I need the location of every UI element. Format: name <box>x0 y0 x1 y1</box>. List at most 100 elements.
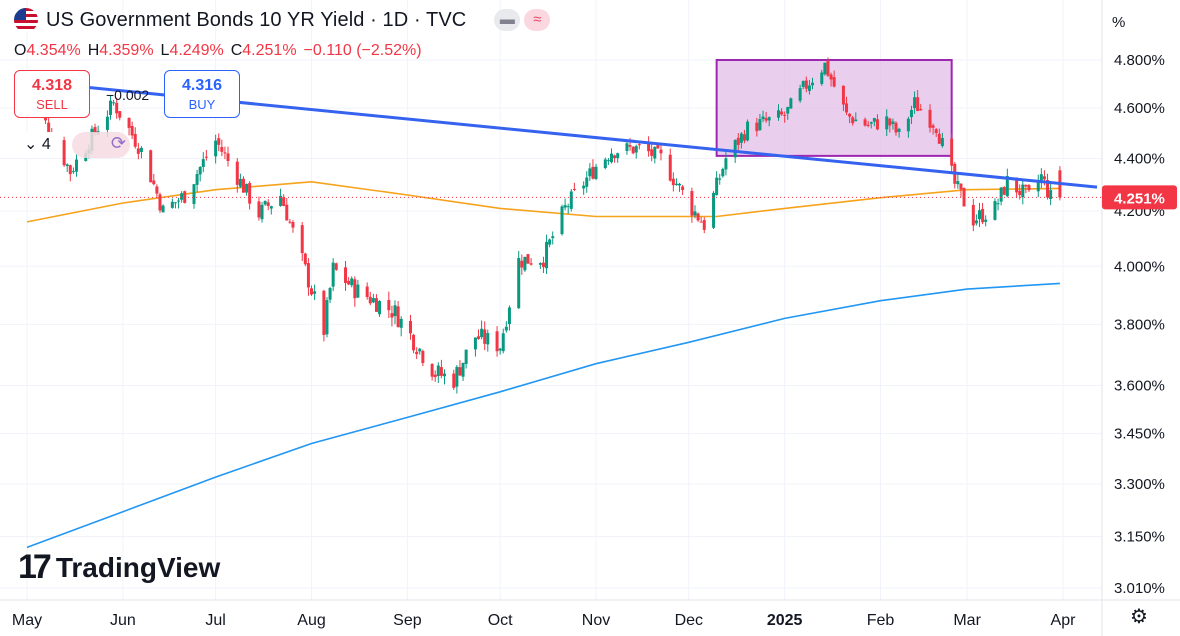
settings-icon[interactable]: ⚙ <box>1130 606 1148 628</box>
candle-body <box>331 262 335 287</box>
candle-body <box>353 279 357 299</box>
candle-body <box>761 116 765 120</box>
candle-body <box>909 110 913 118</box>
candle-body <box>758 119 762 130</box>
candle-body <box>62 140 66 166</box>
candle-body <box>829 74 833 80</box>
moving-average-line[interactable] <box>26 282 1060 549</box>
candle-body <box>393 305 397 317</box>
candle-body <box>585 177 589 187</box>
candle-body <box>588 168 592 177</box>
time-tick-label: Dec <box>675 612 703 629</box>
open-value: 4.354% <box>26 42 81 59</box>
brand-name: TradingView <box>55 551 221 583</box>
candle-body <box>118 111 122 118</box>
candle-body <box>934 129 938 134</box>
last-price-label: 4.251% <box>1114 190 1165 207</box>
candle-body <box>937 133 941 144</box>
candle-body <box>625 143 629 151</box>
sell-button[interactable]: 4.318 SELL <box>14 70 90 118</box>
minimize-icon[interactable]: ▬ <box>494 9 521 31</box>
candle-body <box>412 334 416 351</box>
candle-body <box>851 117 855 124</box>
low-label: L <box>160 42 170 59</box>
candle-body <box>334 263 338 270</box>
candle-body <box>572 188 576 190</box>
candle-body <box>634 146 638 153</box>
candle-body <box>291 222 295 228</box>
candle-body <box>436 365 440 377</box>
candle-body <box>566 206 570 208</box>
candle-body <box>1042 176 1046 180</box>
candle-body <box>112 102 116 104</box>
candle-body <box>764 118 768 121</box>
candle-body <box>971 204 975 226</box>
candle-body <box>421 350 425 364</box>
candle-body <box>44 116 48 121</box>
candle-body <box>198 166 202 175</box>
candle-body <box>919 108 923 111</box>
symbol-title[interactable]: US Government Bonds 10 YR Yield · 1D · T… <box>46 8 467 31</box>
candle-body <box>473 337 477 350</box>
candle-body <box>811 82 815 86</box>
candle-body <box>671 178 675 186</box>
tradingview-logo[interactable]: 17 TradingView <box>18 548 220 587</box>
candle-body <box>127 117 131 128</box>
moving-average-line[interactable] <box>26 180 1060 223</box>
candle-body <box>115 102 119 114</box>
candle-body <box>767 117 771 121</box>
candle-body <box>526 254 530 264</box>
quantity-select[interactable]: ⌄ 4 <box>14 132 62 158</box>
candle-body <box>560 206 564 235</box>
time-axis[interactable]: May Jun Jul Aug Sep Oct Nov Dec 2025 Feb Mar Apr <box>0 599 1180 629</box>
candle-body <box>155 186 159 194</box>
candle-body <box>950 138 954 166</box>
candle-body <box>894 122 898 133</box>
candle-body <box>981 208 985 223</box>
candle-body <box>647 143 651 152</box>
price-tick-label: 3.010% <box>1114 580 1165 597</box>
candle-body <box>288 221 292 223</box>
candle-body <box>322 290 326 335</box>
candle-body <box>653 146 657 159</box>
candle-body <box>545 241 549 269</box>
candle-body <box>368 296 372 304</box>
change-value: −0.110 (−2.52%) <box>303 42 422 59</box>
candle-body <box>452 373 456 388</box>
candle-body <box>226 153 230 161</box>
compare-icon[interactable]: ≈ <box>524 9 551 31</box>
price-axis[interactable]: 4.800%4.600%4.400%4.200%4.000%3.800%3.60… <box>1101 0 1177 636</box>
candle-body <box>978 210 982 220</box>
candle-body <box>461 362 465 377</box>
candle-body <box>523 256 527 271</box>
candle-body <box>220 147 224 152</box>
candle-body <box>656 144 660 149</box>
candle-body <box>133 133 137 147</box>
candle-body <box>442 373 446 377</box>
indicator-toggle[interactable]: ▬ ≈ <box>494 9 551 31</box>
sell-price: 4.318 <box>31 77 73 94</box>
buy-button[interactable]: 4.316 BUY <box>164 70 240 118</box>
candle-body <box>177 200 181 202</box>
candle-body <box>1046 179 1050 198</box>
chevron-down-icon[interactable]: ⌄ <box>24 136 38 153</box>
candle-body <box>538 263 542 265</box>
candle-body <box>313 291 317 294</box>
candle-body <box>928 109 932 128</box>
candle-body <box>483 329 487 344</box>
candle-body <box>300 225 304 254</box>
candle-body <box>885 116 889 130</box>
tradingview-logo-icon: 17 <box>18 548 52 586</box>
price-tick-label: 4.800% <box>1114 52 1165 69</box>
candle-body <box>328 287 332 300</box>
sync-toggle[interactable]: ⟳ <box>72 132 130 158</box>
time-tick-label: May <box>12 612 42 629</box>
candle-body <box>637 144 641 146</box>
candle-body <box>603 159 607 169</box>
candle-body <box>845 103 849 113</box>
sync-icon[interactable]: ⟳ <box>110 133 126 153</box>
candle-body <box>214 140 218 157</box>
candle-body <box>888 118 892 126</box>
buy-price: 4.316 <box>181 77 223 94</box>
candle-body <box>269 206 273 209</box>
